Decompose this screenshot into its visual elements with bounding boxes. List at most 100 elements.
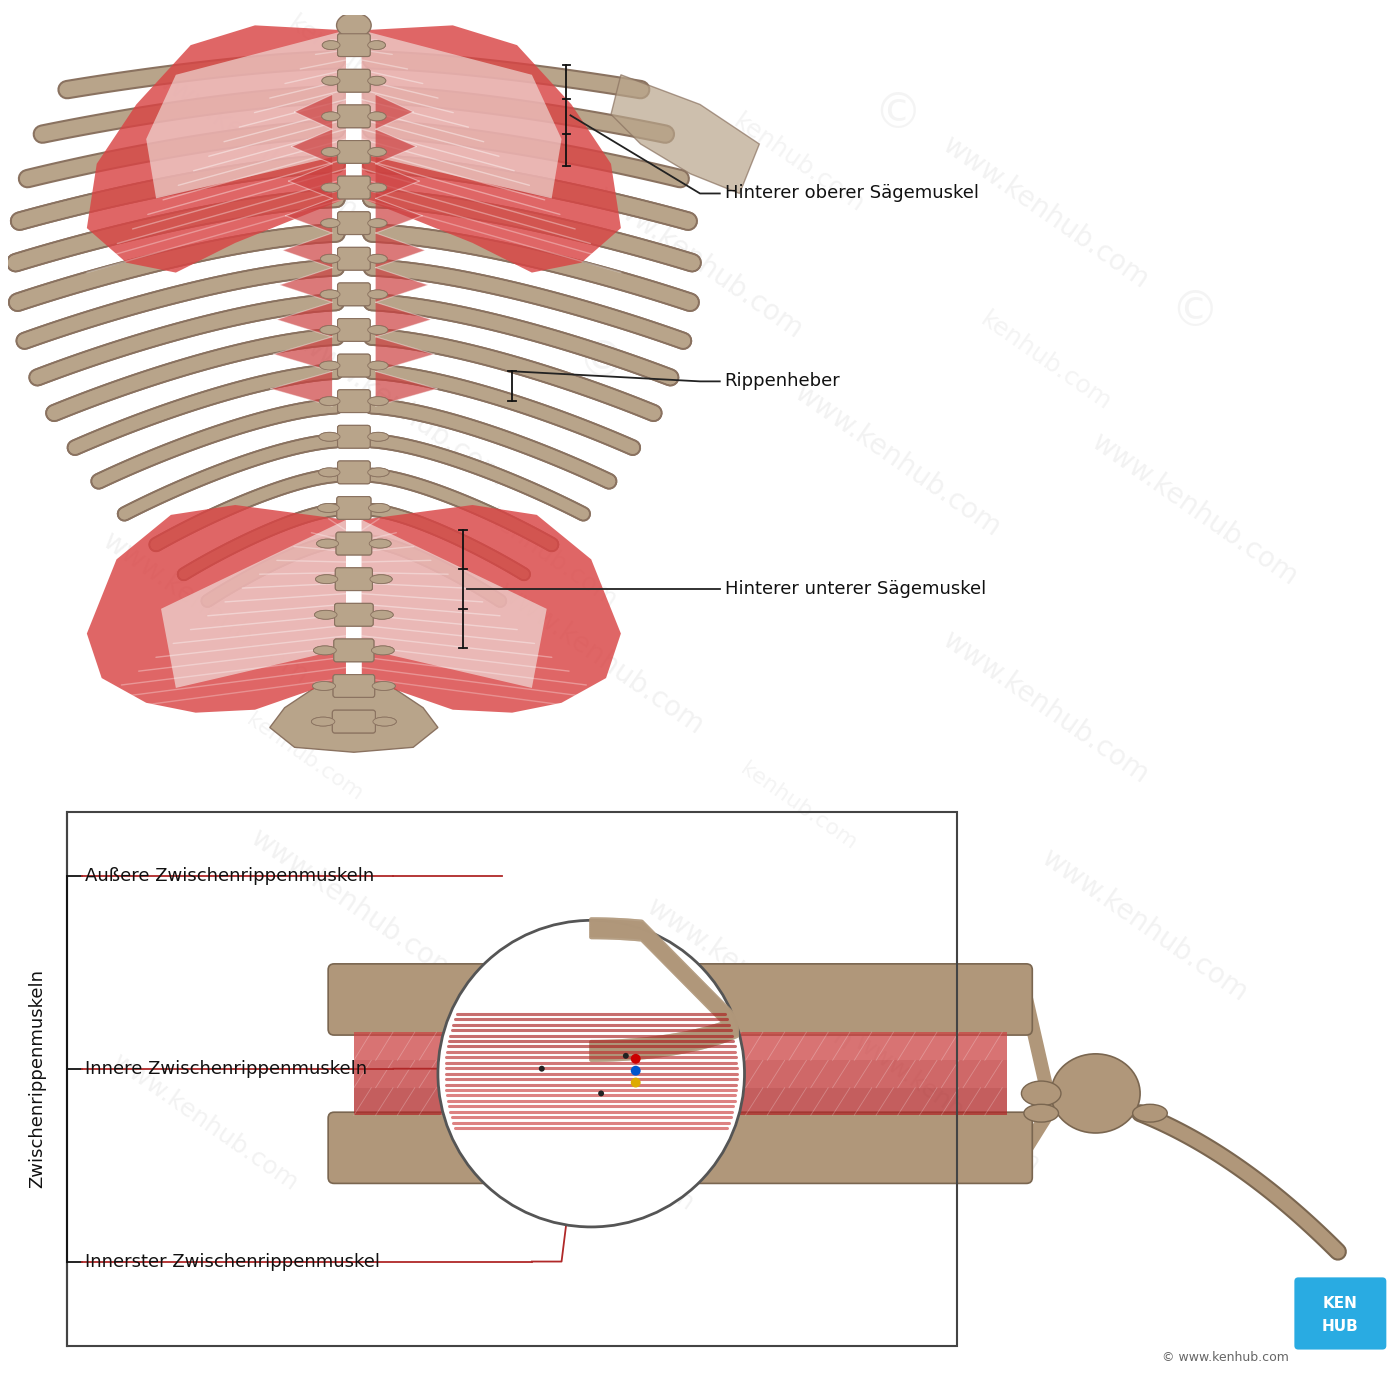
Ellipse shape (368, 76, 386, 85)
Ellipse shape (321, 290, 340, 298)
Ellipse shape (319, 361, 340, 370)
Ellipse shape (322, 147, 340, 157)
FancyBboxPatch shape (328, 1112, 1032, 1183)
Ellipse shape (1022, 1081, 1061, 1106)
Text: www.kenhub.com: www.kenhub.com (592, 181, 808, 344)
Text: www.kenhub.com: www.kenhub.com (938, 132, 1155, 295)
Polygon shape (283, 232, 332, 267)
FancyBboxPatch shape (337, 497, 371, 519)
Ellipse shape (319, 325, 340, 335)
Ellipse shape (368, 468, 389, 477)
Ellipse shape (322, 41, 340, 49)
FancyBboxPatch shape (333, 675, 375, 697)
Ellipse shape (370, 539, 391, 547)
FancyBboxPatch shape (337, 497, 371, 519)
Ellipse shape (319, 433, 340, 441)
Ellipse shape (1023, 1105, 1058, 1123)
Polygon shape (375, 337, 434, 371)
Circle shape (631, 1065, 641, 1075)
Ellipse shape (1133, 1105, 1168, 1123)
Ellipse shape (319, 396, 340, 406)
Ellipse shape (321, 218, 340, 228)
Polygon shape (161, 519, 346, 687)
Polygon shape (288, 164, 332, 199)
FancyBboxPatch shape (337, 354, 370, 377)
Ellipse shape (316, 539, 339, 547)
Text: www.kenhub.com: www.kenhub.com (504, 1070, 699, 1217)
Ellipse shape (322, 76, 340, 85)
Ellipse shape (311, 717, 335, 727)
Ellipse shape (368, 396, 388, 406)
Ellipse shape (318, 504, 339, 512)
Circle shape (631, 1078, 641, 1088)
Ellipse shape (368, 290, 388, 298)
Text: Rippenheber: Rippenheber (725, 372, 840, 391)
Text: www.kenhub.com: www.kenhub.com (245, 823, 462, 987)
Ellipse shape (319, 433, 340, 441)
Polygon shape (277, 302, 332, 337)
Polygon shape (375, 302, 431, 337)
Ellipse shape (368, 41, 385, 49)
Text: www.kenhub.com: www.kenhub.com (295, 329, 512, 493)
FancyBboxPatch shape (335, 603, 374, 626)
Polygon shape (270, 371, 332, 406)
Ellipse shape (371, 610, 393, 619)
Text: KEN: KEN (1323, 1296, 1358, 1312)
Text: www.kenhub.com: www.kenhub.com (938, 626, 1155, 790)
Ellipse shape (318, 504, 339, 512)
Ellipse shape (322, 112, 340, 120)
Ellipse shape (319, 396, 340, 406)
Text: www.kenhub.com: www.kenhub.com (108, 1050, 302, 1197)
Ellipse shape (321, 218, 340, 228)
Text: www.kenhub.com: www.kenhub.com (1086, 428, 1303, 592)
Ellipse shape (368, 468, 389, 477)
Text: Innere Zwischenrippenmuskeln: Innere Zwischenrippenmuskeln (85, 1060, 367, 1078)
Ellipse shape (315, 575, 337, 584)
Text: www.kenhub.com: www.kenhub.com (790, 378, 1007, 542)
Ellipse shape (370, 575, 392, 584)
Bar (67, 812, 958, 1345)
Polygon shape (291, 129, 332, 164)
FancyBboxPatch shape (337, 283, 370, 305)
Polygon shape (87, 25, 346, 273)
Ellipse shape (371, 645, 395, 655)
Circle shape (631, 1054, 641, 1064)
FancyBboxPatch shape (337, 389, 370, 413)
Circle shape (539, 1065, 545, 1071)
FancyBboxPatch shape (336, 532, 371, 554)
Polygon shape (87, 505, 346, 713)
FancyBboxPatch shape (337, 461, 370, 484)
FancyBboxPatch shape (337, 105, 370, 127)
Text: ©: © (874, 91, 923, 139)
Ellipse shape (368, 183, 386, 192)
Ellipse shape (311, 717, 335, 727)
Ellipse shape (312, 682, 336, 690)
Polygon shape (361, 519, 547, 687)
FancyBboxPatch shape (337, 248, 370, 270)
Bar (354, 1060, 1007, 1088)
Ellipse shape (321, 183, 340, 192)
Text: kenhub.com: kenhub.com (284, 11, 424, 119)
Polygon shape (286, 199, 332, 232)
FancyBboxPatch shape (337, 70, 370, 92)
Ellipse shape (368, 147, 386, 157)
Text: Innerster Zwischenrippenmuskel: Innerster Zwischenrippenmuskel (85, 1253, 379, 1271)
Ellipse shape (319, 468, 340, 477)
Ellipse shape (368, 147, 386, 157)
Polygon shape (375, 164, 419, 199)
Polygon shape (146, 31, 346, 199)
Ellipse shape (368, 112, 386, 120)
Ellipse shape (368, 433, 389, 441)
Ellipse shape (319, 361, 340, 370)
Text: www.kenhub.com: www.kenhub.com (147, 62, 364, 225)
Text: ©: © (1170, 288, 1219, 336)
Text: Hinterer oberer Sägemuskel: Hinterer oberer Sägemuskel (725, 185, 979, 203)
Text: kenhub.com: kenhub.com (242, 710, 367, 805)
Ellipse shape (368, 112, 386, 120)
Ellipse shape (372, 717, 396, 727)
FancyBboxPatch shape (337, 34, 370, 56)
FancyBboxPatch shape (328, 963, 1032, 1035)
Text: © www.kenhub.com: © www.kenhub.com (1162, 1351, 1288, 1364)
Circle shape (598, 1091, 603, 1096)
FancyBboxPatch shape (337, 140, 370, 164)
